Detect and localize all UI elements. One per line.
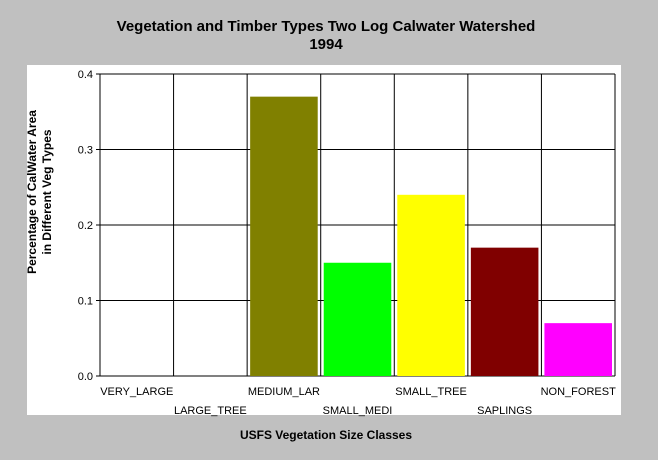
x-category-label: SMALL_MEDI — [323, 405, 393, 417]
y-tick-label: 0.4 — [78, 69, 93, 81]
x-category-label: SAPLINGS — [477, 405, 532, 417]
x-category-label: SMALL_TREE — [395, 386, 467, 398]
bar-small-tree — [397, 194, 465, 376]
bar-small-medi — [323, 262, 392, 376]
y-tick-label: 0.1 — [78, 296, 93, 308]
y-tick-label: 0.0 — [78, 371, 93, 383]
bar-saplings — [470, 247, 539, 376]
y-tick-label: 0.3 — [78, 145, 93, 157]
x-axis-title: USFS Vegetation Size Classes — [240, 428, 412, 442]
y-axis-title-line1: Percentage of CalWater Area — [25, 110, 39, 274]
x-category-label: NON_FOREST — [541, 386, 616, 398]
y-tick-label: 0.2 — [78, 220, 93, 232]
y-axis-title-line2: in Different Veg Types — [40, 129, 54, 254]
x-category-label: MEDIUM_LAR — [248, 386, 320, 398]
x-category-label: LARGE_TREE — [174, 405, 247, 417]
x-category-layer: VERY_LARGELARGE_TREEMEDIUM_LARSMALL_MEDI… — [100, 386, 616, 417]
chart-title: Vegetation and Timber Types Two Log Calw… — [117, 18, 536, 35]
chart-subtitle: 1994 — [309, 36, 343, 53]
bar-medium-lar — [250, 96, 318, 377]
bar-layer — [250, 96, 612, 377]
x-category-label: VERY_LARGE — [100, 386, 173, 398]
y-tick-layer: 0.0 0.1 0.2 0.3 0.4 — [78, 69, 93, 383]
y-axis-title: Percentage of CalWater Area in Different… — [25, 110, 54, 274]
bar-non-forest — [544, 323, 612, 376]
